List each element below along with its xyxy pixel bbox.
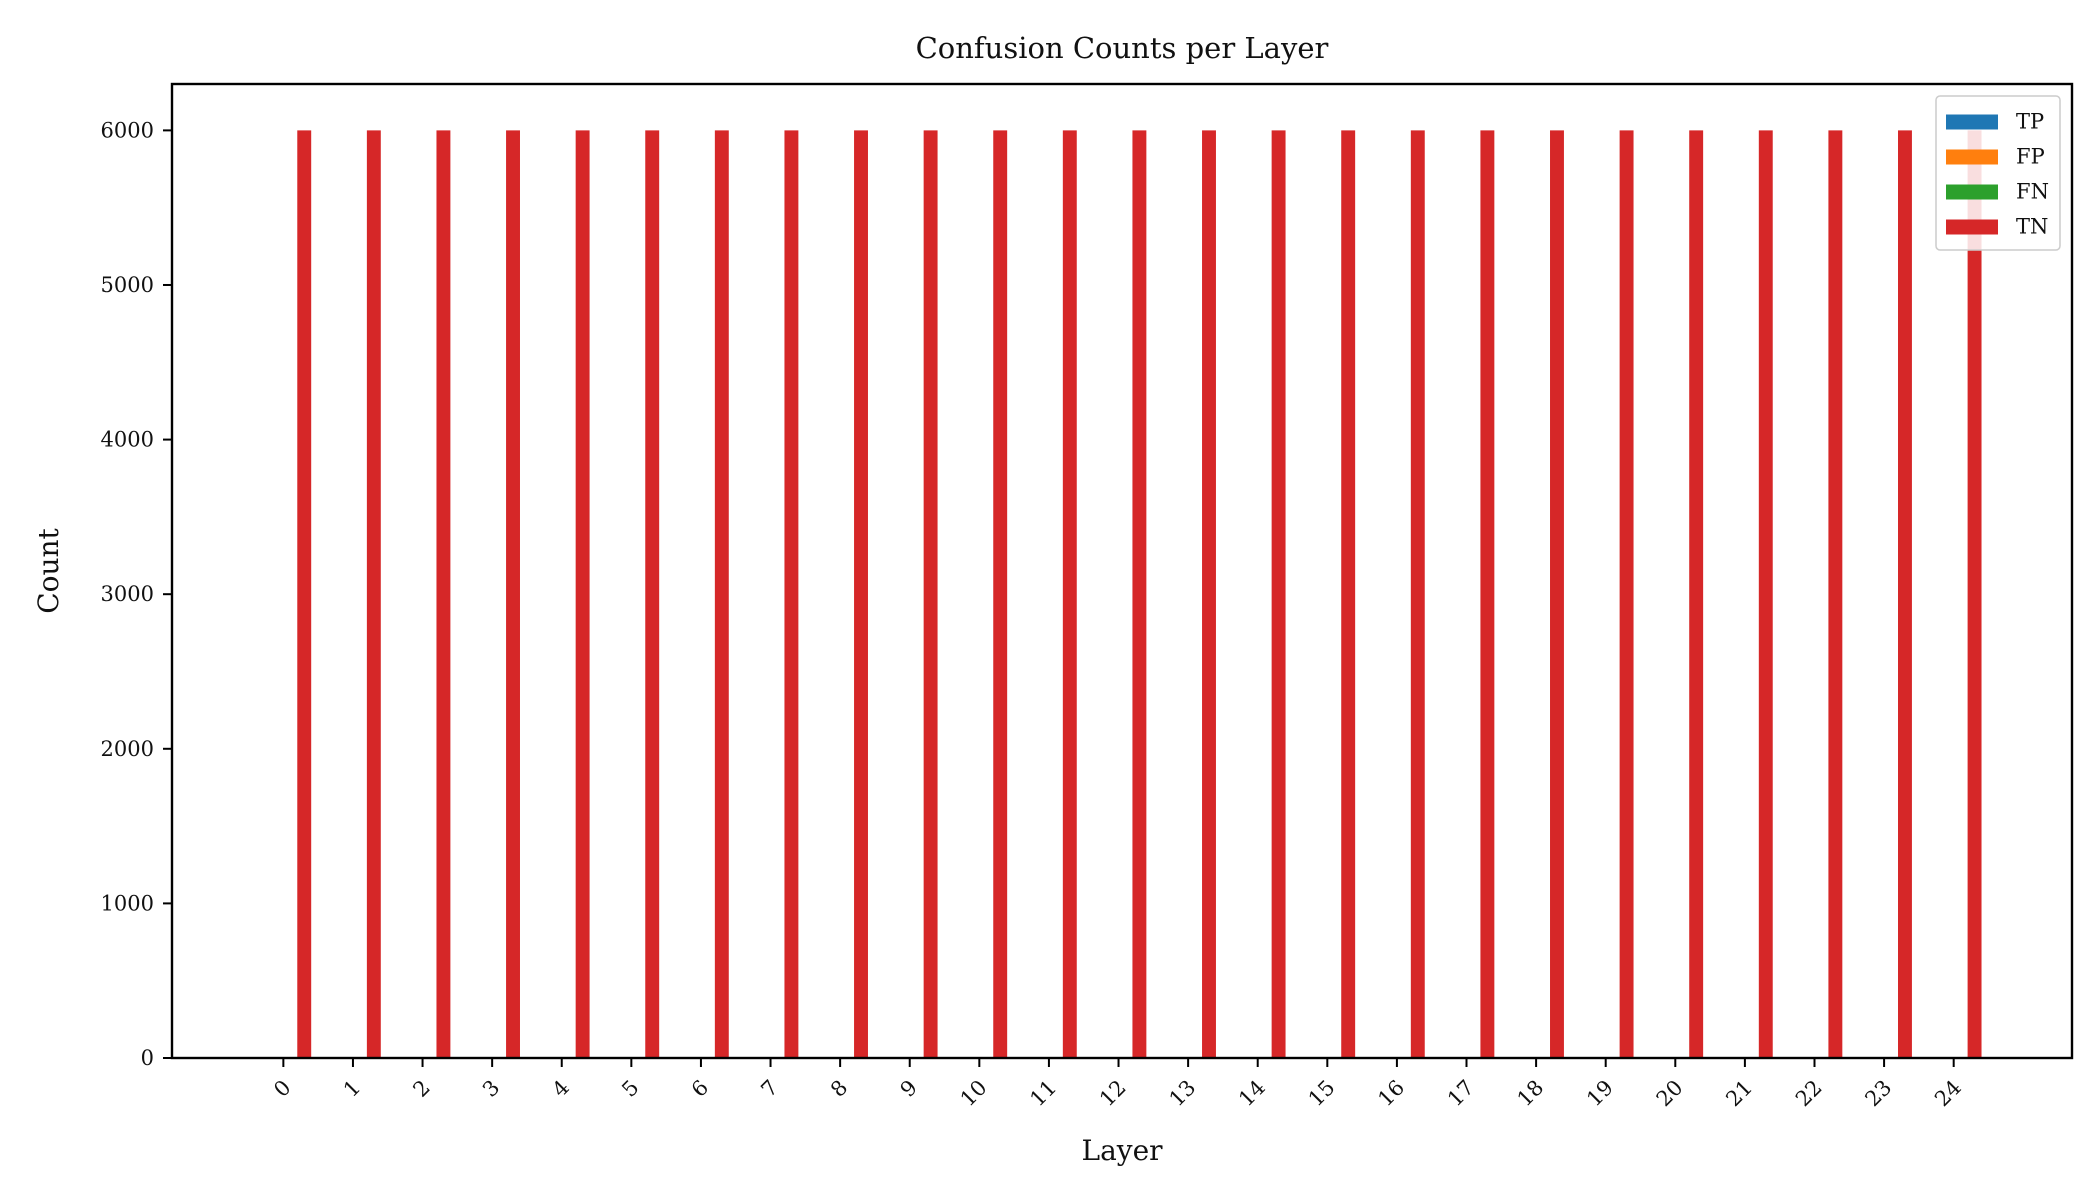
- y-axis-label: Count: [32, 527, 65, 613]
- x-tick-label: 0: [269, 1075, 295, 1101]
- bar-tn-layer-20: [1689, 130, 1704, 1058]
- x-tick-label: 21: [1721, 1075, 1757, 1111]
- y-tick-label: 5000: [101, 273, 154, 297]
- bar-tn-layer-14: [1271, 130, 1286, 1058]
- bar-tn-layer-22: [1828, 130, 1843, 1058]
- y-axis: 0 1000 2000 3000 4000 5000 6000: [101, 118, 172, 1070]
- legend-swatch-tn: [1946, 219, 1998, 235]
- bar-tn-layer-16: [1410, 130, 1425, 1058]
- x-tick-label: 23: [1860, 1075, 1896, 1111]
- bar-tn-layer-10: [993, 130, 1008, 1058]
- y-tick-label: 6000: [101, 118, 154, 142]
- legend-label-fp: FP: [2016, 145, 2045, 169]
- legend-label-tn: TN: [2016, 215, 2048, 239]
- x-tick-label: 5: [617, 1075, 643, 1101]
- x-tick-label: 8: [826, 1075, 852, 1101]
- bars-layer: [297, 130, 1982, 1058]
- bar-tn-layer-13: [1202, 130, 1216, 1058]
- x-tick-label: 6: [687, 1075, 713, 1101]
- bar-tn-layer-0: [297, 130, 312, 1058]
- y-tick-label: 1000: [101, 891, 154, 915]
- y-tick-label: 2000: [101, 737, 154, 761]
- x-tick-label: 1: [339, 1075, 365, 1101]
- y-tick-label: 0: [141, 1046, 154, 1070]
- x-tick-label: 4: [548, 1075, 574, 1101]
- x-tick-label: 20: [1652, 1075, 1688, 1111]
- y-tick-label: 4000: [101, 428, 154, 452]
- legend-swatch-tp: [1946, 114, 1998, 130]
- x-axis: 0 1 2 3 4 5 6 7 8 9 10 11 12 13 14 15 16 17 18 19 20 21 22 23 24: [269, 1058, 1966, 1111]
- x-tick-label: 15: [1304, 1075, 1340, 1111]
- bar-tn-layer-1: [366, 130, 381, 1058]
- x-tick-label: 12: [1095, 1075, 1131, 1111]
- bar-tn-layer-5: [645, 130, 660, 1058]
- bar-tn-layer-9: [923, 130, 938, 1058]
- bar-tn-layer-6: [714, 130, 729, 1058]
- x-tick-label: 16: [1373, 1075, 1409, 1111]
- legend-box: [1935, 95, 2061, 251]
- bar-tn-layer-23: [1898, 130, 1912, 1058]
- bar-tn-layer-17: [1480, 130, 1495, 1058]
- x-tick-label: 18: [1513, 1075, 1549, 1111]
- x-tick-label: 7: [756, 1075, 782, 1101]
- x-tick-label: 2: [408, 1075, 434, 1101]
- plot-frame: [170, 82, 2074, 1060]
- bar-tn-layer-2: [436, 130, 451, 1058]
- x-tick-label: 14: [1234, 1075, 1270, 1111]
- bar-tn-layer-12: [1132, 130, 1147, 1058]
- bar-tn-layer-3: [506, 130, 520, 1058]
- bar-tn-layer-7: [784, 130, 799, 1058]
- x-tick-label: 3: [478, 1075, 504, 1101]
- bar-tn-layer-21: [1758, 130, 1773, 1058]
- legend-label-tp: TP: [2016, 110, 2044, 134]
- bar-tn-layer-11: [1062, 130, 1077, 1058]
- x-axis-label: Layer: [1081, 1134, 1163, 1167]
- legend-swatch-fn: [1946, 184, 1998, 200]
- chart-title: Confusion Counts per Layer: [916, 31, 1329, 65]
- bar-tn-layer-4: [575, 130, 590, 1058]
- x-tick-label: 22: [1791, 1075, 1827, 1111]
- y-tick-label: 3000: [101, 582, 154, 606]
- x-tick-label: 19: [1582, 1075, 1618, 1111]
- x-tick-label: 10: [956, 1075, 992, 1111]
- bar-tn-layer-24: [1967, 130, 1982, 1058]
- legend: TP FP FN TN: [1935, 95, 2061, 251]
- x-tick-label: 9: [896, 1075, 922, 1101]
- x-tick-label: 17: [1443, 1075, 1479, 1111]
- legend-swatch-fp: [1946, 149, 1998, 165]
- bar-tn-layer-15: [1341, 130, 1356, 1058]
- bar-tn-layer-8: [854, 130, 868, 1058]
- bar-tn-layer-18: [1550, 130, 1564, 1058]
- legend-label-fn: FN: [2016, 180, 2049, 204]
- x-tick-label: 13: [1165, 1075, 1201, 1111]
- x-tick-label: 11: [1025, 1075, 1061, 1111]
- x-tick-label: 24: [1930, 1075, 1966, 1111]
- bar-tn-layer-19: [1619, 130, 1634, 1058]
